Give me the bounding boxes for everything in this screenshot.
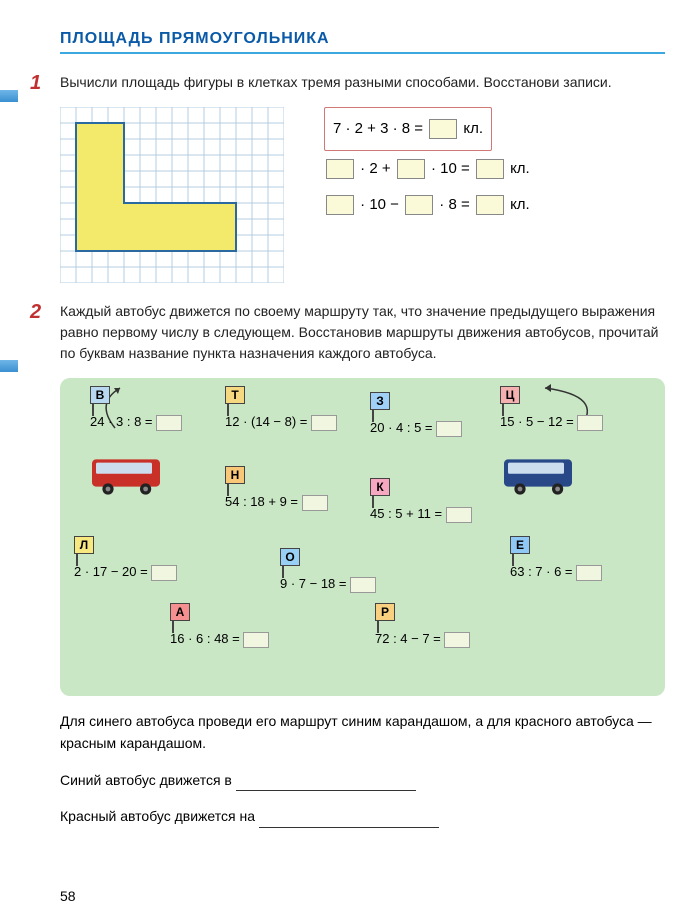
expression: 54 : 18 + 9 = bbox=[225, 494, 298, 509]
flag-letter: Р bbox=[375, 603, 395, 621]
red-bus-answer-line: Красный автобус движется на bbox=[60, 805, 665, 827]
node-Z: З 20 · 4 : 5 = bbox=[370, 392, 462, 437]
flag-letter: Л bbox=[74, 536, 94, 554]
answer-blank[interactable] bbox=[156, 415, 182, 431]
label: Синий автобус движется в bbox=[60, 772, 232, 788]
eq-text: · 2 + bbox=[360, 160, 390, 177]
answer-blank[interactable] bbox=[405, 195, 433, 215]
answer-blank[interactable] bbox=[311, 415, 337, 431]
expression: 12 · (14 − 8) = bbox=[225, 414, 307, 429]
bus-icon bbox=[88, 453, 168, 497]
task-1: 1 Вычисли площадь фигуры в клетках тремя… bbox=[60, 72, 665, 283]
flag-letter: Ц bbox=[500, 386, 520, 404]
answer-blank[interactable] bbox=[444, 632, 470, 648]
expression: 20 · 4 : 5 = bbox=[370, 420, 433, 435]
answer-blank[interactable] bbox=[151, 565, 177, 581]
answer-blank[interactable] bbox=[326, 195, 354, 215]
answer-blank[interactable] bbox=[576, 565, 602, 581]
answer-blank[interactable] bbox=[436, 421, 462, 437]
write-line[interactable] bbox=[259, 813, 439, 828]
bus-panel: В 24 · 3 : 8 = Т 12 · (14 − 8) = З 20 · … bbox=[60, 378, 665, 696]
bus-icon bbox=[500, 453, 580, 497]
expression: 72 : 4 − 7 = bbox=[375, 631, 441, 646]
eq-unit: кл. bbox=[510, 160, 530, 177]
flag-letter: О bbox=[280, 548, 300, 566]
flag-icon: О bbox=[280, 548, 302, 576]
flag-icon: В bbox=[90, 386, 112, 414]
expression: 15 · 5 − 12 = bbox=[500, 414, 574, 429]
node-E: Е 63 : 7 · 6 = bbox=[510, 536, 602, 581]
flag-letter: Н bbox=[225, 466, 245, 484]
page-number: 58 bbox=[60, 888, 76, 904]
flag-icon: З bbox=[370, 392, 392, 420]
node-C: Ц 15 · 5 − 12 = bbox=[500, 386, 603, 431]
flag-icon: А bbox=[170, 603, 192, 631]
node-L: Л 2 · 17 − 20 = bbox=[74, 536, 177, 581]
task1-body: 7 · 2 + 3 · 8 = кл. · 2 + · 10 = кл. · 1… bbox=[60, 107, 665, 283]
task-text: Вычисли площадь фигуры в клетках тремя р… bbox=[60, 72, 665, 93]
expression: 63 : 7 · 6 = bbox=[510, 564, 573, 579]
node-K: К 45 : 5 + 11 = bbox=[370, 478, 472, 523]
blue-bus bbox=[500, 453, 580, 500]
expression: 9 · 7 − 18 = bbox=[280, 576, 347, 591]
answer-blank[interactable] bbox=[446, 507, 472, 523]
eq-text: · 8 = bbox=[439, 196, 469, 213]
accent-bar bbox=[0, 90, 18, 102]
answer-blank[interactable] bbox=[302, 495, 328, 511]
flag-icon: Е bbox=[510, 536, 532, 564]
blue-bus-answer-line: Синий автобус движется в bbox=[60, 769, 665, 791]
equations-block: 7 · 2 + 3 · 8 = кл. · 2 + · 10 = кл. · 1… bbox=[324, 107, 530, 223]
write-line[interactable] bbox=[236, 776, 416, 791]
task-2: 2 Каждый автобус движется по своему марш… bbox=[60, 301, 665, 828]
task-text: Каждый автобус движется по своему маршру… bbox=[60, 301, 665, 364]
equation-3: · 10 − · 8 = кл. bbox=[324, 187, 530, 223]
node-T: Т 12 · (14 − 8) = bbox=[225, 386, 337, 431]
task-number: 1 bbox=[30, 72, 41, 95]
flag-letter: Т bbox=[225, 386, 245, 404]
eq-text: · 10 − bbox=[360, 196, 399, 213]
flag-letter: В bbox=[90, 386, 110, 404]
expression: 24 · 3 : 8 = bbox=[90, 414, 153, 429]
flag-icon: К bbox=[370, 478, 392, 506]
flag-letter: З bbox=[370, 392, 390, 410]
flag-icon: Ц bbox=[500, 386, 522, 414]
grid-figure bbox=[60, 107, 284, 283]
answer-blank[interactable] bbox=[476, 195, 504, 215]
expression: 16 · 6 : 48 = bbox=[170, 631, 240, 646]
flag-icon: Л bbox=[74, 536, 96, 564]
accent-bar bbox=[0, 360, 18, 372]
equation-1: 7 · 2 + 3 · 8 = кл. bbox=[324, 107, 492, 151]
page-title: ПЛОЩАДЬ ПРЯМОУГОЛЬНИКА bbox=[60, 30, 665, 54]
node-N: Н 54 : 18 + 9 = bbox=[225, 466, 328, 511]
flag-letter: А bbox=[170, 603, 190, 621]
node-R: Р 72 : 4 − 7 = bbox=[375, 603, 470, 648]
task2-instructions: Для синего автобуса проведи его маршрут … bbox=[60, 710, 665, 755]
flag-icon: Т bbox=[225, 386, 247, 414]
red-bus bbox=[88, 453, 168, 500]
answer-blank[interactable] bbox=[429, 119, 457, 139]
eq-text: 7 · 2 + 3 · 8 = bbox=[333, 120, 423, 137]
node-A: А 16 · 6 : 48 = bbox=[170, 603, 269, 648]
equation-2: · 2 + · 10 = кл. bbox=[324, 151, 530, 187]
eq-text: · 10 = bbox=[431, 160, 470, 177]
node-V: В 24 · 3 : 8 = bbox=[90, 386, 182, 431]
label: Красный автобус движется на bbox=[60, 808, 255, 824]
expression: 2 · 17 − 20 = bbox=[74, 564, 148, 579]
answer-blank[interactable] bbox=[476, 159, 504, 179]
flag-letter: К bbox=[370, 478, 390, 496]
eq-unit: кл. bbox=[463, 120, 483, 137]
eq-unit: кл. bbox=[510, 196, 530, 213]
expression: 45 : 5 + 11 = bbox=[370, 506, 442, 521]
flag-icon: Н bbox=[225, 466, 247, 494]
answer-blank[interactable] bbox=[326, 159, 354, 179]
answer-blank[interactable] bbox=[577, 415, 603, 431]
textbook-page: ПЛОЩАДЬ ПРЯМОУГОЛЬНИКА 1 Вычисли площадь… bbox=[0, 0, 700, 924]
node-O: О 9 · 7 − 18 = bbox=[280, 548, 376, 593]
flag-letter: Е bbox=[510, 536, 530, 554]
answer-blank[interactable] bbox=[350, 577, 376, 593]
flag-icon: Р bbox=[375, 603, 397, 631]
task-number: 2 bbox=[30, 301, 41, 324]
answer-blank[interactable] bbox=[397, 159, 425, 179]
answer-blank[interactable] bbox=[243, 632, 269, 648]
